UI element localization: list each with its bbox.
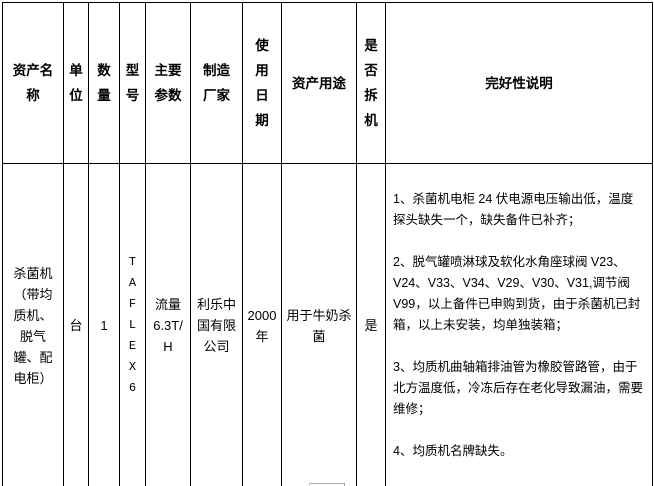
integrity-item-3: 3、均质机曲轴箱排油管为橡胶管路管，由于北方温度低，冷冻后存在老化导致漏油，需要… xyxy=(393,360,644,416)
cell-unit: 台 xyxy=(63,163,89,486)
cell-model: T A F L E X 6 xyxy=(119,163,146,486)
integrity-item-2: 2、脱气罐喷淋球及软化水角座球阀 V23、V24、V33、V34、V29、V30… xyxy=(393,255,641,332)
cell-asset-name: 杀菌机 （带均 质机、 脱气 罐、配 电柜） xyxy=(2,163,64,486)
cropped-element-below-table xyxy=(309,483,345,486)
header-use-date: 使 用 日 期 xyxy=(242,2,282,164)
table-row: 杀菌机 （带均 质机、 脱气 罐、配 电柜） 台 1 T A F L E X 6… xyxy=(2,163,653,486)
cell-asset-use: 用于牛奶杀 菌 xyxy=(281,163,357,486)
cell-integrity: 1、杀菌机电柜 24 伏电源电压输出低，温度探头缺失一个，缺失备件已补齐； 2、… xyxy=(385,163,653,486)
header-manufacturer: 制造 厂家 xyxy=(190,2,243,164)
header-main-params: 主要 参数 xyxy=(145,2,191,164)
integrity-item-4: 4、均质机名牌缺失。 xyxy=(393,444,513,458)
header-model: 型 号 xyxy=(119,2,146,164)
integrity-item-1: 1、杀菌机电柜 24 伏电源电压输出低，温度探头缺失一个，缺失备件已补齐； xyxy=(393,192,634,227)
cell-main-params: 流量 6.3T/ H xyxy=(145,163,191,486)
cell-dismantle: 是 xyxy=(356,163,386,486)
header-asset-name: 资产名 称 xyxy=(2,2,64,164)
cell-quantity: 1 xyxy=(88,163,120,486)
header-unit: 单 位 xyxy=(63,2,89,164)
header-quantity: 数 量 xyxy=(88,2,120,164)
header-dismantle: 是 否 拆 机 xyxy=(356,2,386,164)
header-integrity: 完好性说明 xyxy=(385,2,653,164)
header-asset-use: 资产用途 xyxy=(281,2,357,164)
cell-manufacturer: 利乐中 国有限 公司 xyxy=(190,163,243,486)
cell-use-date: 2000 年 xyxy=(242,163,282,486)
table-header-row: 资产名 称 单 位 数 量 型 号 主要 参数 制造 厂家 使 用 日 期 资产… xyxy=(2,2,653,164)
